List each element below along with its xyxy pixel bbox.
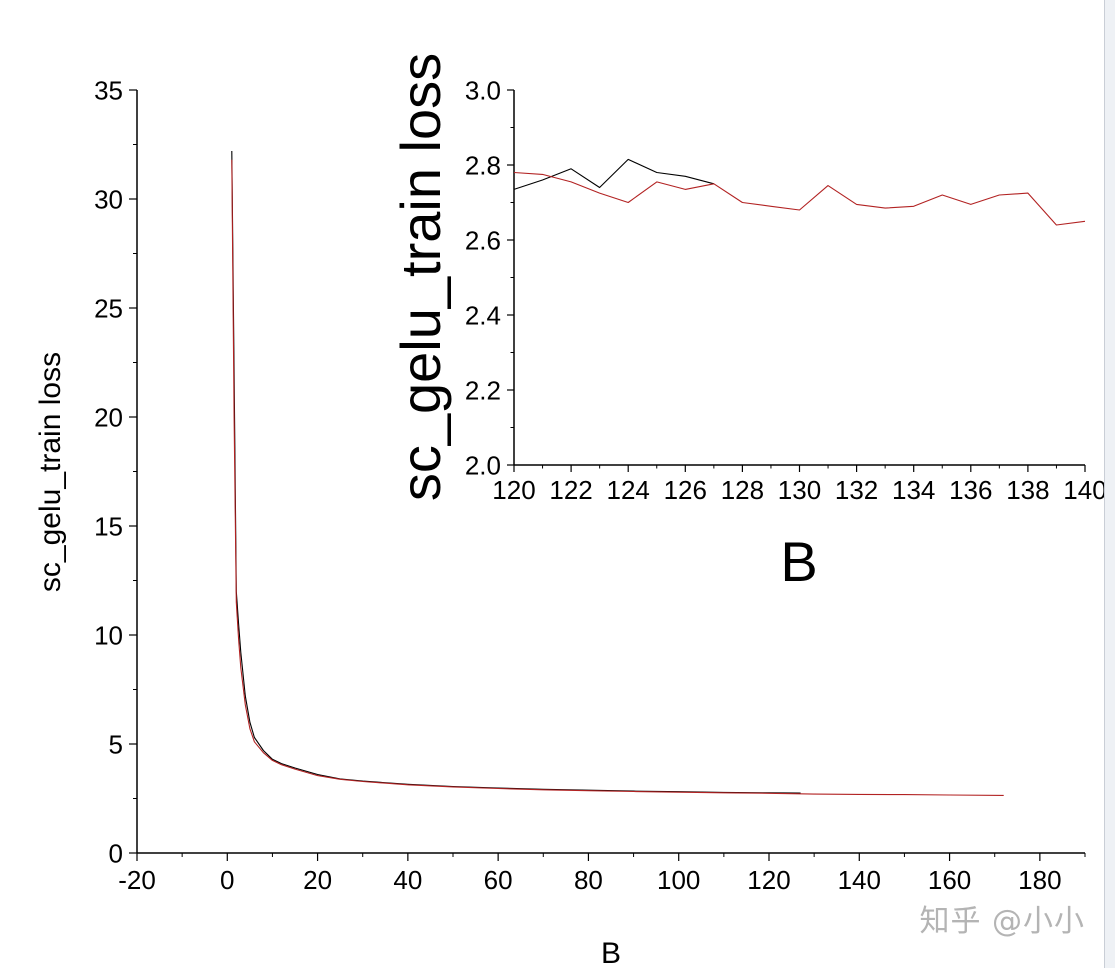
- main-series-line-2: [231, 159, 1004, 796]
- inset-x-tick-label: 126: [664, 475, 707, 505]
- inset-x-tick-label: 128: [721, 475, 764, 505]
- main-y-tick-label: 20: [94, 402, 123, 432]
- main-x-tick-label: 60: [484, 865, 513, 895]
- main-y-tick-label: 5: [109, 729, 123, 759]
- main-x-tick-label: 80: [574, 865, 603, 895]
- inset-series-line-2: [513, 171, 1086, 226]
- inset-x-tick-label: 132: [835, 475, 878, 505]
- main-y-tick-label: 25: [94, 293, 123, 323]
- main-x-tick-label: 180: [1018, 865, 1061, 895]
- inset-y-tick-label: 2.4: [465, 300, 501, 330]
- inset-series-line-1: [513, 158, 715, 190]
- main-x-tick-label: 20: [303, 865, 332, 895]
- main-x-tick-label: 100: [657, 865, 700, 895]
- main-series-line-1: [231, 150, 801, 794]
- main-plot: -20 0 20 40 60 80 100 120 140 160 1800510152025303…: [34, 75, 1086, 968]
- main-y-tick-label: 0: [109, 838, 123, 868]
- inset-x-tick-label: 140: [1063, 475, 1106, 505]
- inset-x-axis-title: B: [780, 530, 817, 593]
- inset-x-tick-label: 138: [1006, 475, 1049, 505]
- inset-y-tick-label: 2.8: [465, 150, 501, 180]
- main-y-tick-label: 35: [94, 75, 123, 105]
- inset-x-tick-label: 134: [892, 475, 935, 505]
- main-y-tick-label: 30: [94, 184, 123, 214]
- inset-x-tick-label: 122: [549, 475, 592, 505]
- inset-x-tick-label: 136: [949, 475, 992, 505]
- window-edge: [1104, 0, 1115, 968]
- main-x-tick-label: 120: [747, 865, 790, 895]
- inset-y-tick-label: 2.0: [465, 450, 501, 480]
- main-x-axis-title: B: [601, 937, 621, 968]
- inset-x-tick-label: 124: [607, 475, 650, 505]
- inset-plot: 120 122 124 126 128 130 132 134 136 138 140 2.0 2.2 2…: [389, 53, 1107, 593]
- main-x-tick-label: 0: [220, 865, 234, 895]
- inset-y-tick-label: 3.0: [465, 75, 501, 105]
- main-y-tick-label: 15: [94, 511, 123, 541]
- inset-y-tick-label: 2.2: [465, 375, 501, 405]
- main-x-tick-label: -20: [118, 865, 156, 895]
- main-x-tick-label: 140: [838, 865, 881, 895]
- inset-x-tick-label: 120: [492, 475, 535, 505]
- main-y-axis-title: sc_gelu_train loss: [34, 352, 67, 592]
- main-x-tick-label: 40: [393, 865, 422, 895]
- watermark: 知乎 @小小: [919, 904, 1085, 939]
- main-x-tick-label: 160: [928, 865, 971, 895]
- inset-x-tick-label: 130: [778, 475, 821, 505]
- inset-y-tick-label: 2.6: [465, 225, 501, 255]
- main-y-tick-label: 10: [94, 620, 123, 650]
- inset-y-axis-title: sc_gelu_train loss: [389, 53, 452, 501]
